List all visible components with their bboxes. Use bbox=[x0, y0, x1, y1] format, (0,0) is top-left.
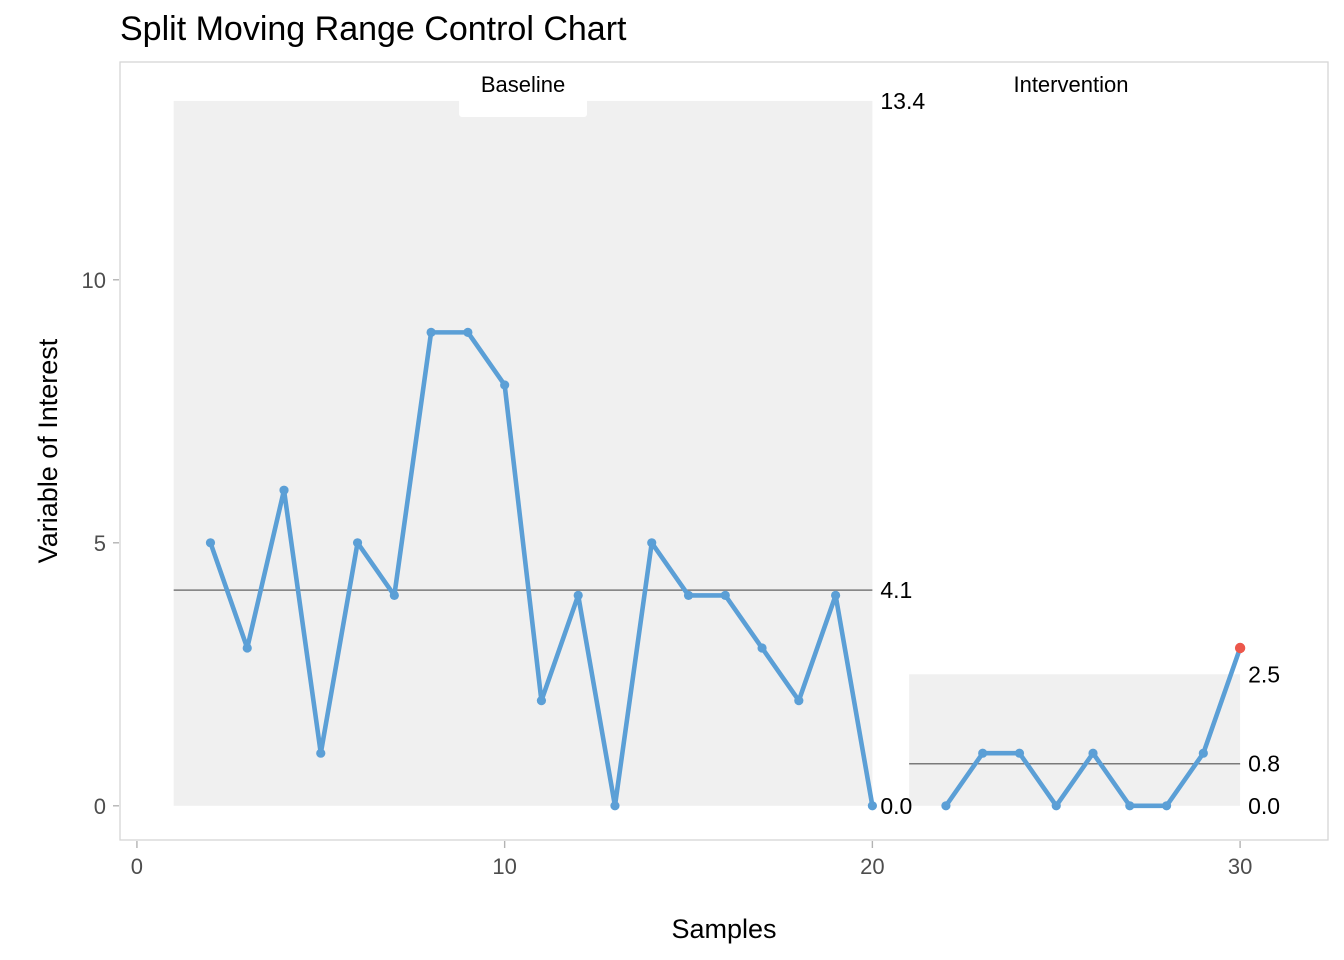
y-tick-label: 0 bbox=[94, 794, 106, 819]
baseline-data-point bbox=[205, 538, 216, 548]
intervention-data-point bbox=[1014, 748, 1025, 758]
baseline-ucl-label: 13.4 bbox=[880, 88, 925, 114]
baseline-data-point bbox=[352, 538, 363, 548]
baseline-data-point bbox=[500, 380, 510, 390]
intervention-data-point bbox=[978, 748, 988, 758]
baseline-data-point bbox=[794, 696, 804, 706]
intervention-lcl-label: 0.0 bbox=[1248, 793, 1280, 819]
y-axis-title: Variable of Interest bbox=[33, 338, 63, 563]
baseline-band bbox=[173, 100, 873, 806]
baseline-data-point bbox=[831, 590, 841, 600]
baseline-data-point bbox=[573, 590, 583, 600]
y-tick-label: 5 bbox=[94, 531, 106, 556]
baseline-data-point bbox=[279, 485, 289, 495]
intervention-ucl-label: 2.5 bbox=[1248, 661, 1280, 687]
intervention-signal-point bbox=[1234, 642, 1246, 654]
baseline-data-point bbox=[610, 801, 620, 811]
baseline-data-point bbox=[647, 538, 657, 548]
annotations-layer: Baseline 13.4 4.1 0.0 Intervention 2.5 0.8 0.0 bbox=[481, 72, 1280, 819]
intervention-label-box bbox=[1006, 96, 1135, 117]
intervention-data-point bbox=[941, 801, 951, 811]
chart-title: Split Moving Range Control Chart bbox=[120, 10, 627, 48]
baseline-data-point bbox=[242, 643, 252, 653]
baseline-cl-label: 4.1 bbox=[880, 577, 912, 603]
x-tick-label: 0 bbox=[131, 854, 143, 879]
baseline-data-point bbox=[683, 590, 694, 600]
baseline-phase-label: Baseline bbox=[481, 72, 565, 97]
y-tick-label: 10 bbox=[82, 268, 106, 293]
baseline-data-point bbox=[426, 327, 436, 337]
intervention-data-point bbox=[1051, 801, 1061, 811]
control-bands-layer bbox=[173, 96, 1241, 806]
intervention-data-point bbox=[1161, 801, 1172, 811]
baseline-data-point bbox=[463, 327, 473, 337]
baseline-data-point bbox=[536, 696, 547, 706]
intervention-data-point bbox=[1198, 748, 1208, 758]
x-tick-label: 10 bbox=[492, 854, 516, 879]
baseline-data-point bbox=[316, 748, 326, 758]
baseline-data-point bbox=[757, 643, 767, 653]
data-points-layer bbox=[205, 327, 1246, 811]
baseline-label-box bbox=[459, 96, 588, 117]
baseline-data-point bbox=[867, 801, 877, 811]
baseline-data-point bbox=[389, 590, 399, 600]
baseline-data-point bbox=[720, 590, 730, 600]
x-tick-label: 20 bbox=[860, 854, 884, 879]
baseline-lcl-label: 0.0 bbox=[880, 793, 912, 819]
intervention-cl-label: 0.8 bbox=[1248, 751, 1280, 777]
intervention-data-point bbox=[1125, 801, 1135, 811]
intervention-phase-label: Intervention bbox=[1013, 72, 1128, 97]
x-tick-label: 30 bbox=[1228, 854, 1252, 879]
intervention-data-point bbox=[1088, 748, 1098, 758]
x-axis-title: Samples bbox=[671, 914, 776, 944]
intervention-band bbox=[909, 674, 1241, 806]
axes-layer: 0 10 20 30 0 5 10 bbox=[82, 268, 1253, 879]
